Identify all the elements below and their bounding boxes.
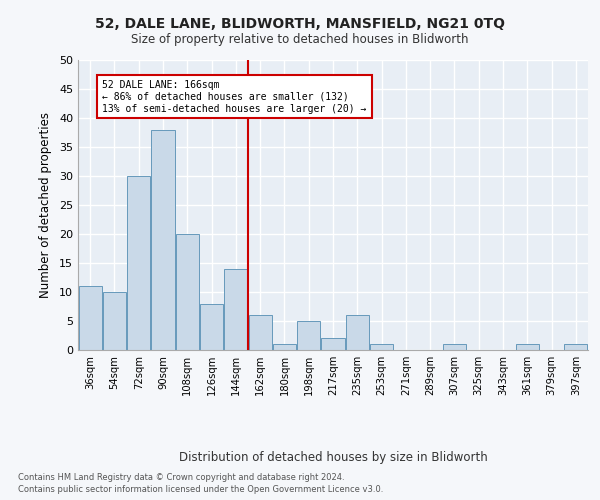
Bar xyxy=(370,344,393,350)
Text: Size of property relative to detached houses in Blidworth: Size of property relative to detached ho… xyxy=(131,32,469,46)
Bar xyxy=(127,176,150,350)
Text: 52 DALE LANE: 166sqm
← 86% of detached houses are smaller (132)
13% of semi-deta: 52 DALE LANE: 166sqm ← 86% of detached h… xyxy=(102,80,367,114)
Bar xyxy=(346,315,369,350)
Bar xyxy=(200,304,223,350)
Bar xyxy=(248,315,272,350)
Bar xyxy=(443,344,466,350)
Text: Contains HM Land Registry data © Crown copyright and database right 2024.: Contains HM Land Registry data © Crown c… xyxy=(18,473,344,482)
Bar xyxy=(273,344,296,350)
Text: Distribution of detached houses by size in Blidworth: Distribution of detached houses by size … xyxy=(179,451,487,464)
Bar xyxy=(224,269,247,350)
Bar xyxy=(322,338,344,350)
Y-axis label: Number of detached properties: Number of detached properties xyxy=(39,112,52,298)
Bar xyxy=(103,292,126,350)
Bar xyxy=(151,130,175,350)
Bar xyxy=(176,234,199,350)
Bar xyxy=(516,344,539,350)
Bar xyxy=(79,286,101,350)
Text: 52, DALE LANE, BLIDWORTH, MANSFIELD, NG21 0TQ: 52, DALE LANE, BLIDWORTH, MANSFIELD, NG2… xyxy=(95,18,505,32)
Bar xyxy=(565,344,587,350)
Text: Contains public sector information licensed under the Open Government Licence v3: Contains public sector information licen… xyxy=(18,484,383,494)
Bar xyxy=(297,321,320,350)
